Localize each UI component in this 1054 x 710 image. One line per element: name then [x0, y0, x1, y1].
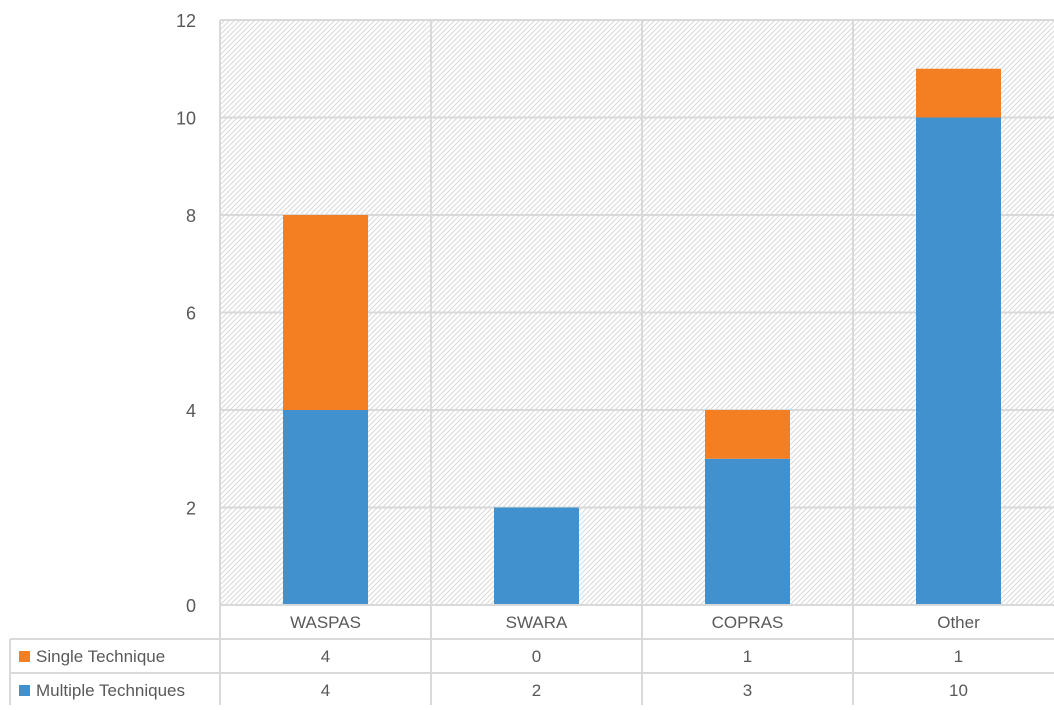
y-tick-label-0: 0	[186, 596, 196, 616]
y-tick-label-2: 2	[186, 499, 196, 519]
bar-single-technique-waspas	[283, 215, 368, 410]
y-tick-label-8: 8	[186, 206, 196, 226]
legend-label-single-technique: Single Technique	[36, 647, 165, 666]
y-axis: 0 2 4 6 8 10 12	[176, 11, 196, 616]
table-value-multiple-techniques-swara: 2	[532, 681, 541, 700]
bar-multiple-techniques-copras	[705, 458, 790, 605]
bar-multiple-techniques-other	[916, 117, 1001, 605]
table-value-single-technique-other: 1	[954, 647, 963, 666]
y-tick-label-4: 4	[186, 401, 196, 421]
y-tick-label-10: 10	[176, 109, 196, 129]
legend-label-multiple-techniques: Multiple Techniques	[36, 681, 185, 700]
table-value-multiple-techniques-copras: 3	[743, 681, 752, 700]
legend-key-multiple-techniques	[19, 685, 30, 696]
bar-multiple-techniques-waspas	[283, 410, 368, 605]
legend-key-single-technique	[19, 651, 30, 662]
table-value-single-technique-swara: 0	[532, 647, 541, 666]
bars-layer	[283, 68, 1001, 605]
data-table: WASPAS SWARA COPRAS Other Single Technique 4 0…	[9, 604, 1054, 708]
table-value-multiple-techniques-waspas: 4	[321, 681, 330, 700]
table-value-single-technique-copras: 1	[743, 647, 752, 666]
category-label-swara: SWARA	[506, 613, 568, 632]
category-label-waspas: WASPAS	[290, 613, 361, 632]
table-value-single-technique-waspas: 4	[321, 647, 330, 666]
bar-multiple-techniques-swara	[494, 507, 579, 605]
bar-single-technique-other	[916, 68, 1001, 118]
category-label-copras: COPRAS	[712, 613, 784, 632]
y-tick-label-6: 6	[186, 304, 196, 324]
y-tick-label-12: 12	[176, 11, 196, 31]
bar-single-technique-copras	[705, 410, 790, 459]
table-value-multiple-techniques-other: 10	[949, 681, 968, 700]
category-label-other: Other	[937, 613, 980, 632]
